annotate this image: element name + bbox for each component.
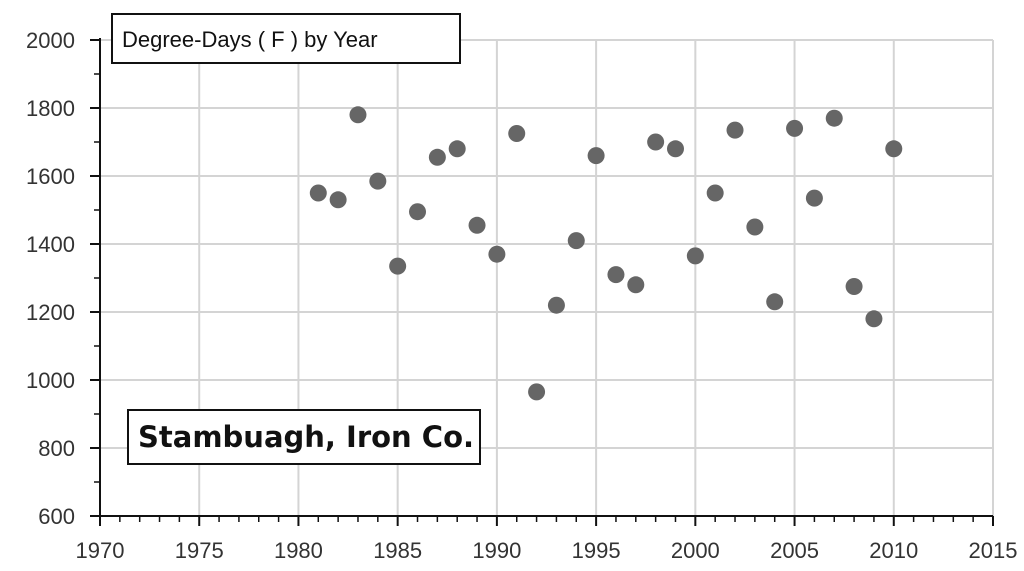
x-tick-label: 1985 bbox=[373, 538, 422, 563]
title-box: Degree-Days ( F ) by Year bbox=[111, 13, 461, 64]
x-tick-label: 1995 bbox=[572, 538, 621, 563]
location-label: Stambuagh, Iron Co. bbox=[138, 420, 474, 454]
data-point bbox=[409, 203, 427, 221]
y-tick-label: 1800 bbox=[26, 96, 75, 121]
data-point bbox=[885, 140, 903, 158]
axes bbox=[90, 38, 994, 526]
data-point bbox=[766, 293, 784, 311]
y-tick-labels: 600 800 1000 1200 1400 1600 1800 2000 bbox=[26, 28, 75, 529]
chart-title: Degree-Days ( F ) by Year bbox=[122, 27, 378, 52]
data-point bbox=[567, 232, 585, 250]
data-point bbox=[309, 184, 327, 202]
data-point bbox=[468, 216, 486, 234]
y-tick-label: 800 bbox=[38, 436, 75, 461]
data-point bbox=[746, 218, 764, 236]
data-point bbox=[508, 125, 526, 142]
data-point bbox=[726, 121, 744, 139]
x-tick-label: 1970 bbox=[76, 538, 125, 563]
x-tick-label: 1975 bbox=[175, 538, 224, 563]
x-tick-label: 1980 bbox=[274, 538, 323, 563]
data-point bbox=[547, 296, 565, 314]
data-point bbox=[369, 172, 387, 190]
y-tick-label: 600 bbox=[38, 504, 75, 529]
data-point bbox=[865, 310, 883, 328]
data-point bbox=[647, 133, 665, 151]
data-point bbox=[805, 189, 823, 207]
y-tick-label: 2000 bbox=[26, 28, 75, 53]
data-point bbox=[528, 383, 546, 401]
data-point bbox=[706, 184, 724, 202]
x-tick-label: 1990 bbox=[472, 538, 521, 563]
data-point bbox=[488, 245, 506, 263]
data-point bbox=[845, 278, 863, 295]
data-point bbox=[607, 266, 625, 284]
x-tick-label: 2015 bbox=[969, 538, 1018, 563]
data-point bbox=[666, 140, 684, 158]
y-tick-label: 1400 bbox=[26, 232, 75, 257]
data-point bbox=[349, 106, 367, 124]
y-tick-label: 1200 bbox=[26, 300, 75, 325]
x-tick-label: 2010 bbox=[869, 538, 918, 563]
x-tick-label: 2005 bbox=[770, 538, 819, 563]
y-tick-label: 1000 bbox=[26, 368, 75, 393]
data-point bbox=[448, 140, 466, 158]
x-tick-labels: 1970 1975 1980 1985 1990 1995 2000 2005 2010 2015 bbox=[76, 538, 1018, 563]
data-point bbox=[686, 247, 704, 265]
data-point bbox=[627, 276, 645, 294]
data-point bbox=[428, 148, 446, 166]
data-point bbox=[587, 147, 605, 165]
data-point bbox=[389, 257, 407, 275]
data-point bbox=[825, 109, 843, 127]
x-tick-label: 2000 bbox=[671, 538, 720, 563]
data-point bbox=[786, 119, 804, 137]
y-tick-label: 1600 bbox=[26, 164, 75, 189]
location-box: Stambuagh, Iron Co. bbox=[127, 409, 481, 465]
data-point bbox=[329, 191, 347, 209]
data-points bbox=[309, 106, 903, 401]
